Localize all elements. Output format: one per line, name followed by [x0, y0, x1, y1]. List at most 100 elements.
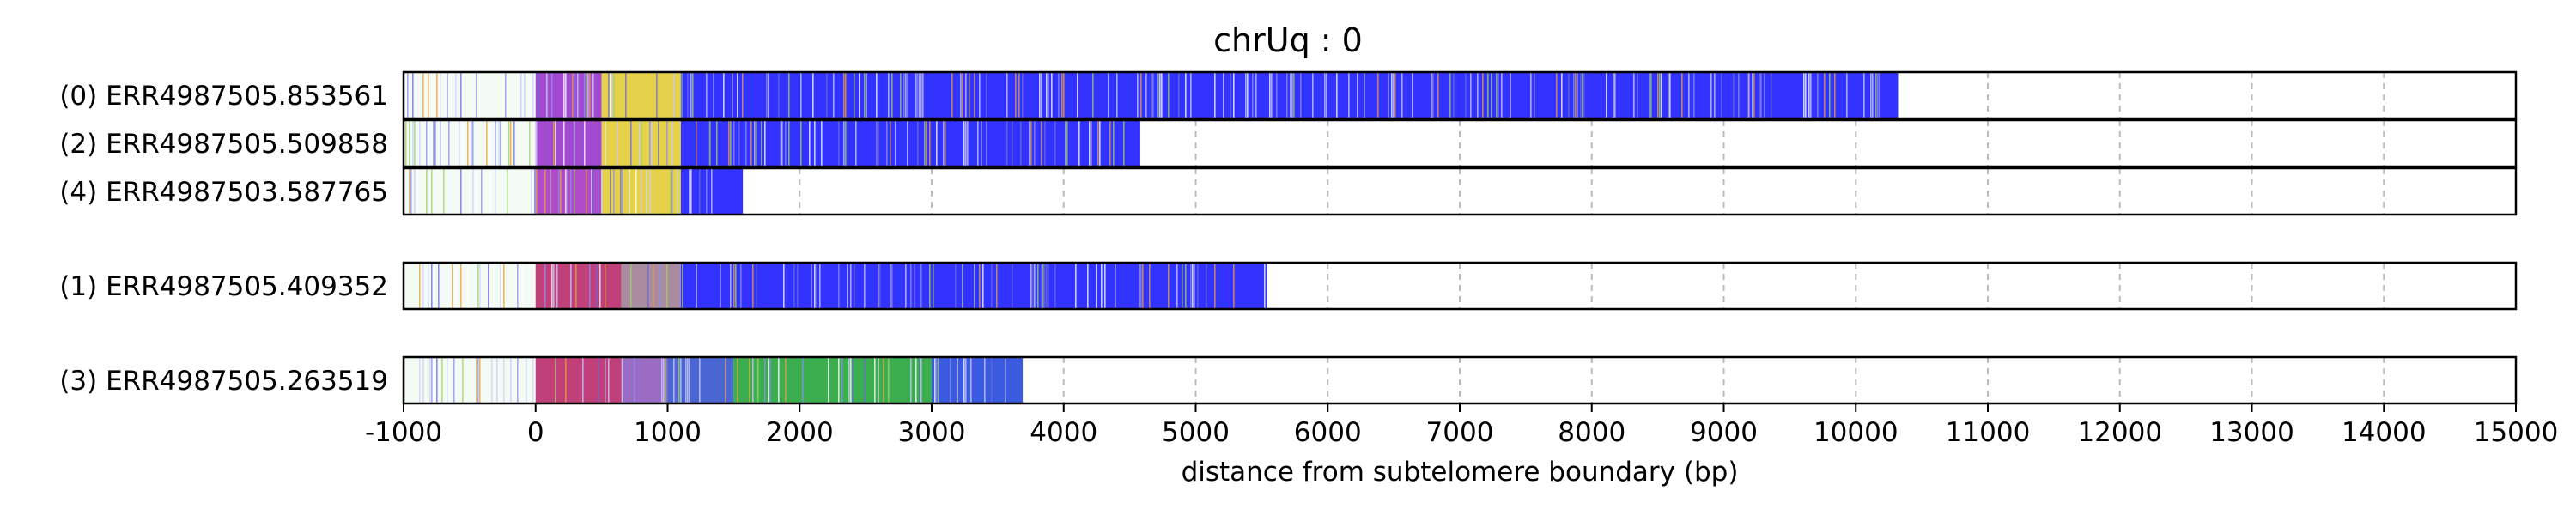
variant-stripe — [538, 72, 539, 118]
variant-stripe — [608, 357, 610, 403]
variant-stripe — [738, 120, 740, 167]
variant-stripe — [797, 263, 799, 309]
variant-stripe — [477, 357, 479, 403]
variant-stripe — [1556, 72, 1558, 118]
variant-stripe — [1668, 72, 1669, 118]
variant-stripe — [653, 263, 654, 309]
variant-stripe — [613, 72, 615, 118]
variant-stripe — [1214, 72, 1216, 118]
variant-stripe — [1109, 120, 1111, 167]
variant-stripe — [1614, 72, 1616, 118]
variant-stripe — [1030, 120, 1032, 167]
x-tick-label: 11000 — [1946, 417, 2031, 448]
variant-stripe — [713, 72, 714, 118]
variant-stripe — [761, 120, 762, 167]
variant-stripe — [814, 120, 816, 167]
variant-stripe — [476, 72, 477, 118]
variant-stripe — [1139, 263, 1140, 309]
x-tick-label: 1000 — [634, 417, 702, 448]
variant-stripe — [1252, 72, 1254, 118]
variant-stripe — [917, 120, 919, 167]
variant-stripe — [1834, 72, 1836, 118]
variant-stripe — [1877, 72, 1879, 118]
variant-stripe — [551, 72, 553, 118]
variant-stripe — [696, 263, 697, 309]
variant-stripe — [690, 72, 692, 118]
variant-stripe — [957, 357, 958, 403]
variant-stripe — [651, 120, 653, 167]
variant-stripe — [641, 168, 642, 215]
variant-stripe — [859, 72, 860, 118]
variant-stripe — [723, 72, 725, 118]
variant-stripe — [1872, 72, 1874, 118]
variant-stripe — [819, 263, 821, 309]
variant-stripe — [1176, 263, 1178, 309]
variant-stripe — [838, 357, 840, 403]
variant-stripe — [915, 357, 917, 403]
variant-stripe — [1048, 263, 1049, 309]
variant-stripe — [426, 120, 428, 167]
variant-stripe — [793, 263, 795, 309]
variant-stripe — [1091, 120, 1092, 167]
variant-stripe — [577, 72, 579, 118]
variant-stripe — [888, 72, 890, 118]
variant-stripe — [788, 120, 790, 167]
variant-stripe — [977, 120, 979, 167]
variant-stripe — [1012, 120, 1013, 167]
variant-stripe — [563, 120, 565, 167]
variant-stripe — [496, 357, 498, 403]
variant-stripe — [910, 263, 912, 309]
variant-stripe — [462, 263, 464, 309]
variant-stripe — [572, 72, 574, 118]
variant-stripe — [1657, 72, 1659, 118]
variant-stripe — [522, 263, 524, 309]
variant-stripe — [1123, 120, 1125, 167]
variant-stripe — [1501, 72, 1503, 118]
variant-stripe — [617, 120, 618, 167]
variant-stripe — [1012, 263, 1013, 309]
variant-stripe — [991, 263, 993, 309]
variant-stripe — [749, 357, 750, 403]
variant-stripe — [1269, 72, 1271, 118]
variant-stripe — [1487, 72, 1489, 118]
variant-stripe — [730, 263, 732, 309]
variant-stripe — [491, 357, 493, 403]
variant-stripe — [895, 120, 896, 167]
variant-stripe — [462, 120, 464, 167]
variant-stripe — [673, 357, 675, 403]
variant-stripe — [886, 120, 888, 167]
variant-stripe — [1759, 72, 1760, 118]
variant-stripe — [934, 357, 936, 403]
variant-stripe — [1022, 72, 1024, 118]
variant-stripe — [756, 263, 757, 309]
read-row — [402, 118, 2518, 168]
variant-stripe — [732, 72, 733, 118]
variant-stripe — [431, 263, 433, 309]
variant-stripe — [622, 168, 623, 215]
variant-stripe — [447, 72, 448, 118]
variant-stripe — [883, 357, 884, 403]
variant-stripe — [788, 72, 790, 118]
variant-stripe — [605, 263, 606, 309]
read-segment — [621, 357, 668, 403]
variant-stripe — [1453, 72, 1455, 118]
variant-stripe — [891, 263, 893, 309]
variant-stripe — [1637, 72, 1638, 118]
variant-stripe — [943, 120, 945, 167]
variant-stripe — [452, 263, 453, 309]
variant-stripe — [630, 263, 632, 309]
variant-stripe — [441, 120, 443, 167]
variant-stripe — [1491, 72, 1492, 118]
variant-stripe — [1394, 72, 1396, 118]
variant-stripe — [417, 168, 419, 215]
variant-stripe — [659, 263, 661, 309]
variant-stripe — [412, 72, 414, 118]
x-tick-label: 10000 — [1814, 417, 1899, 448]
variant-stripe — [879, 263, 881, 309]
variant-stripe — [764, 357, 766, 403]
variant-stripe — [647, 263, 649, 309]
variant-stripe — [945, 120, 946, 167]
variant-stripe — [969, 72, 970, 118]
variant-stripe — [852, 357, 854, 403]
variant-stripe — [1097, 120, 1099, 167]
